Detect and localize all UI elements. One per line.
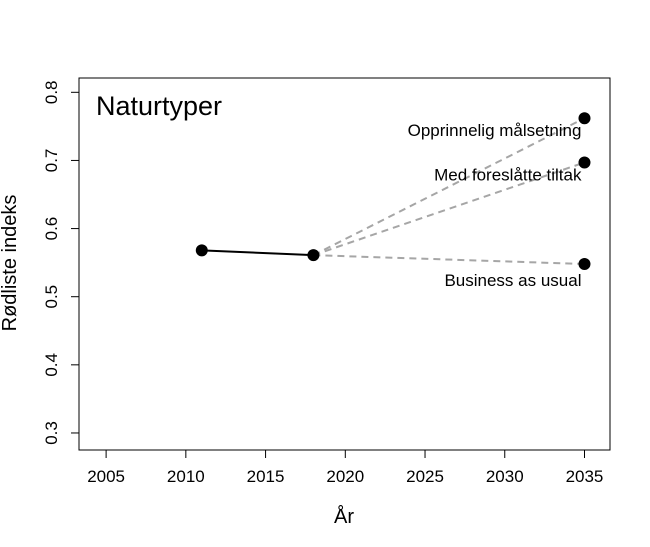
projection-label: Opprinnelig målsetning (408, 121, 582, 140)
y-axis: 0.3 0.4 0.5 0.6 0.7 0.8 (42, 80, 80, 445)
y-axis-title: Rødliste indeks (0, 195, 21, 332)
y-tick-label: 0.7 (42, 149, 61, 173)
x-tick-label: 2035 (566, 467, 604, 486)
projection-lines (312, 117, 585, 265)
data-point (307, 249, 320, 262)
projection-point (578, 156, 591, 169)
chart-title: Naturtyper (96, 91, 222, 121)
x-tick-label: 2020 (326, 467, 364, 486)
x-tick-label: 2010 (167, 467, 205, 486)
series-lines (201, 249, 314, 257)
data-point (195, 244, 208, 257)
series-line (201, 249, 314, 257)
projection-line (313, 254, 585, 265)
projection-line (312, 117, 585, 257)
projection-label: Med foreslåtte tiltak (434, 165, 582, 184)
x-tick-label: 2005 (87, 467, 125, 486)
y-tick-label: 0.3 (42, 421, 61, 445)
x-tick-label: 2030 (486, 467, 524, 486)
x-axis: 2005 2010 2015 2020 2025 2030 2035 (87, 449, 604, 486)
y-tick-label: 0.6 (42, 217, 61, 241)
y-tick-label: 0.8 (42, 80, 61, 104)
y-tick-label: 0.5 (42, 285, 61, 309)
annotations: Opprinnelig målsetning Med foreslåtte til… (408, 121, 582, 290)
x-tick-label: 2025 (406, 467, 444, 486)
x-tick-label: 2015 (247, 467, 285, 486)
data-points (195, 112, 591, 270)
projection-point (578, 258, 591, 270)
y-tick-label: 0.4 (42, 353, 61, 377)
x-axis-title: År (334, 505, 354, 528)
projection-label: Business as usual (444, 271, 581, 290)
projection-point (578, 112, 591, 125)
